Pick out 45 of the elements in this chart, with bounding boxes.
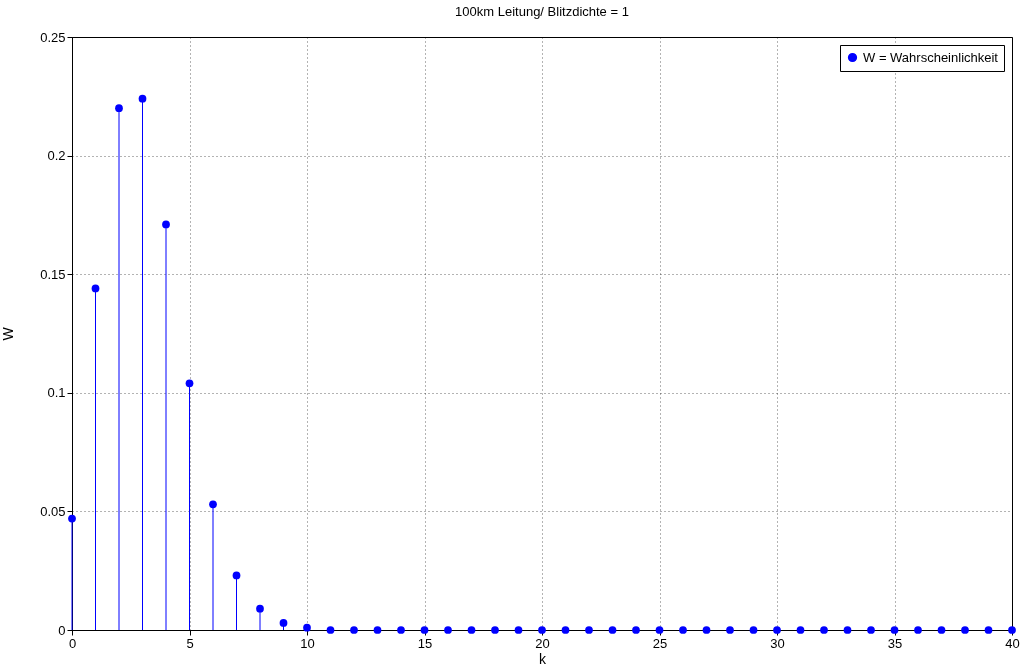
point [749,626,758,634]
x-axis-title: k [539,650,547,667]
point [256,604,264,613]
x-tick-label: 40 [1005,635,1020,651]
point [91,284,100,293]
point [420,626,429,634]
point [937,626,946,634]
point [162,220,170,229]
point [467,626,476,634]
y-tick-label: 0.1 [47,385,66,401]
point [138,94,147,103]
y-tick-label: 0.05 [40,503,66,519]
point [326,626,335,634]
point [68,514,76,523]
point [608,626,617,634]
point [232,571,241,580]
y-tick-label: 0.2 [47,148,66,164]
y-axis-title: W [0,326,17,341]
point [655,626,664,634]
x-tick-label: 25 [652,635,668,651]
x-tick-label: 0 [68,635,77,651]
x-tick-label: 5 [186,635,194,651]
y-tick-label: 0 [58,622,66,638]
point [373,626,382,634]
point [890,626,899,634]
point [561,626,570,634]
x-tick-label: 35 [887,635,903,651]
point [984,626,993,634]
chart-title: 100km Leitung/ Blitzdichte = 1 [455,4,629,19]
legend-label: W = Wahrscheinlichkeit [863,49,999,65]
point [279,619,288,627]
x-tick-label: 10 [300,635,315,651]
y-tick-label: 0.15 [40,266,66,282]
point [115,104,123,113]
point [185,379,194,388]
point [303,623,311,632]
point [702,626,711,634]
x-tick-label: 30 [770,635,785,651]
x-tick-label: 20 [535,635,550,651]
x-tick-label: 15 [417,635,433,651]
point [514,626,523,634]
point [843,626,852,634]
point [209,500,217,509]
y-tick-label: 0.25 [40,29,66,45]
point [796,626,805,634]
